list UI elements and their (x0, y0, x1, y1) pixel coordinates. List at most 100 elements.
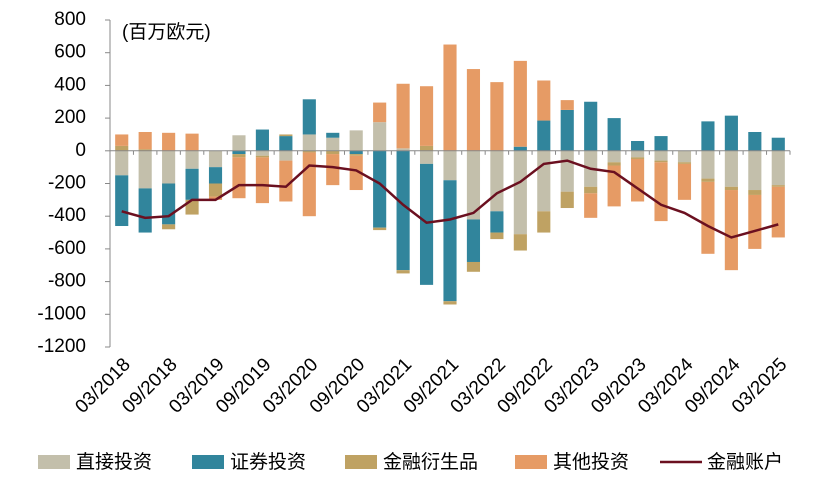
bar-segment (443, 301, 457, 305)
bar-segment (513, 60, 527, 147)
bar-segment (490, 82, 504, 151)
bar-segment (584, 193, 598, 218)
bar-segment (115, 134, 129, 146)
bar-segment (490, 232, 504, 240)
bar-segment (396, 83, 410, 149)
bar-segment (162, 150, 176, 184)
bar-segment (560, 150, 574, 192)
bar-segment (255, 155, 269, 158)
bar-segment (537, 80, 551, 121)
legend-swatch (345, 455, 377, 469)
bar-segment (443, 150, 457, 181)
bar-segment (490, 211, 504, 233)
bar-segment (724, 190, 738, 271)
bar-segment (537, 150, 551, 212)
bar-segment (724, 150, 738, 187)
y-tick-label: -600 (48, 238, 86, 259)
bar-segment (373, 102, 387, 123)
bar-segment (513, 234, 527, 251)
bar-segment (115, 150, 129, 176)
bar-segment (771, 185, 785, 187)
bar-segment (232, 135, 246, 151)
bar-segment (326, 150, 340, 155)
bar-segment (701, 181, 715, 254)
bar-segment (677, 163, 692, 200)
bar-segment (208, 183, 223, 197)
bar-segment (466, 69, 481, 151)
bar-segment (631, 150, 645, 158)
y-tick-label: 0 (75, 140, 86, 161)
bar-segment (771, 150, 785, 186)
y-tick-label: -1000 (37, 303, 86, 324)
bar-segment (513, 146, 527, 151)
bar-segment (466, 219, 481, 262)
legend-label: 直接投资 (76, 451, 152, 473)
bar-segment (255, 129, 269, 151)
y-tick-label: 400 (54, 74, 86, 95)
bar-segment (631, 157, 645, 159)
bar-segment (748, 150, 762, 191)
y-tick-label: 600 (54, 42, 86, 63)
legend-swatch (38, 455, 70, 469)
y-tick-label: -800 (48, 271, 86, 292)
bar-segment (232, 150, 246, 155)
bar-segment (302, 99, 316, 135)
bar-segment (771, 186, 785, 238)
bar-segment (443, 180, 457, 302)
bar-segment (584, 186, 598, 194)
bar-segment (654, 150, 668, 161)
bar-segment (537, 211, 551, 233)
bar-segment (232, 157, 246, 199)
y-tick-label: 200 (54, 107, 86, 128)
bar-segment (162, 224, 176, 230)
bar-segment (396, 148, 410, 151)
bar-segment (419, 150, 434, 164)
bar-segment (208, 196, 223, 200)
bar-segment (279, 150, 293, 161)
bar-segment (373, 122, 387, 151)
y-tick-label: 800 (54, 9, 86, 30)
legend-swatch (192, 455, 224, 469)
bar-segment (396, 270, 410, 274)
legend-label: 其他投资 (553, 451, 629, 473)
bar-segment (584, 101, 598, 151)
legend-label: 证券投资 (230, 451, 306, 473)
line-series (121, 159, 779, 239)
bar-segment (748, 194, 762, 249)
bar-segment (537, 120, 551, 151)
legend-swatch (515, 455, 547, 469)
y-tick-label: -1200 (37, 336, 86, 357)
bar-segment (326, 137, 340, 151)
bar-segment (185, 133, 199, 151)
bar-segment (396, 150, 410, 271)
legend-label: 金融衍生品 (383, 451, 478, 473)
bar-segment (138, 150, 152, 189)
bar-segment (349, 154, 363, 156)
bar-segment (185, 168, 199, 200)
bar-segment (654, 136, 668, 151)
bar-segment (560, 100, 574, 110)
bar-segment (490, 150, 504, 212)
bar-segment (302, 150, 316, 153)
bar-segment (232, 154, 246, 158)
bar-segment (162, 183, 176, 225)
bar-segment (419, 163, 434, 285)
bar-segment (607, 150, 621, 163)
bar-segment (513, 150, 527, 235)
bar-segment (373, 227, 387, 231)
legend-label: 金融账户 (707, 451, 783, 473)
bar-segment (419, 145, 434, 151)
bar-segment (607, 162, 621, 166)
bar-segment (208, 150, 223, 168)
bar-segment (654, 162, 668, 222)
bar-segment (724, 115, 738, 151)
bar-segment (701, 121, 715, 151)
y-tick-label: -200 (48, 173, 86, 194)
bar-segment (279, 136, 293, 151)
bar-segment (748, 131, 762, 151)
bar-segment (419, 86, 434, 146)
bar-segment (349, 130, 363, 151)
bar-segment (466, 150, 481, 220)
bar-segment (631, 158, 645, 202)
bar-segment (466, 261, 481, 272)
